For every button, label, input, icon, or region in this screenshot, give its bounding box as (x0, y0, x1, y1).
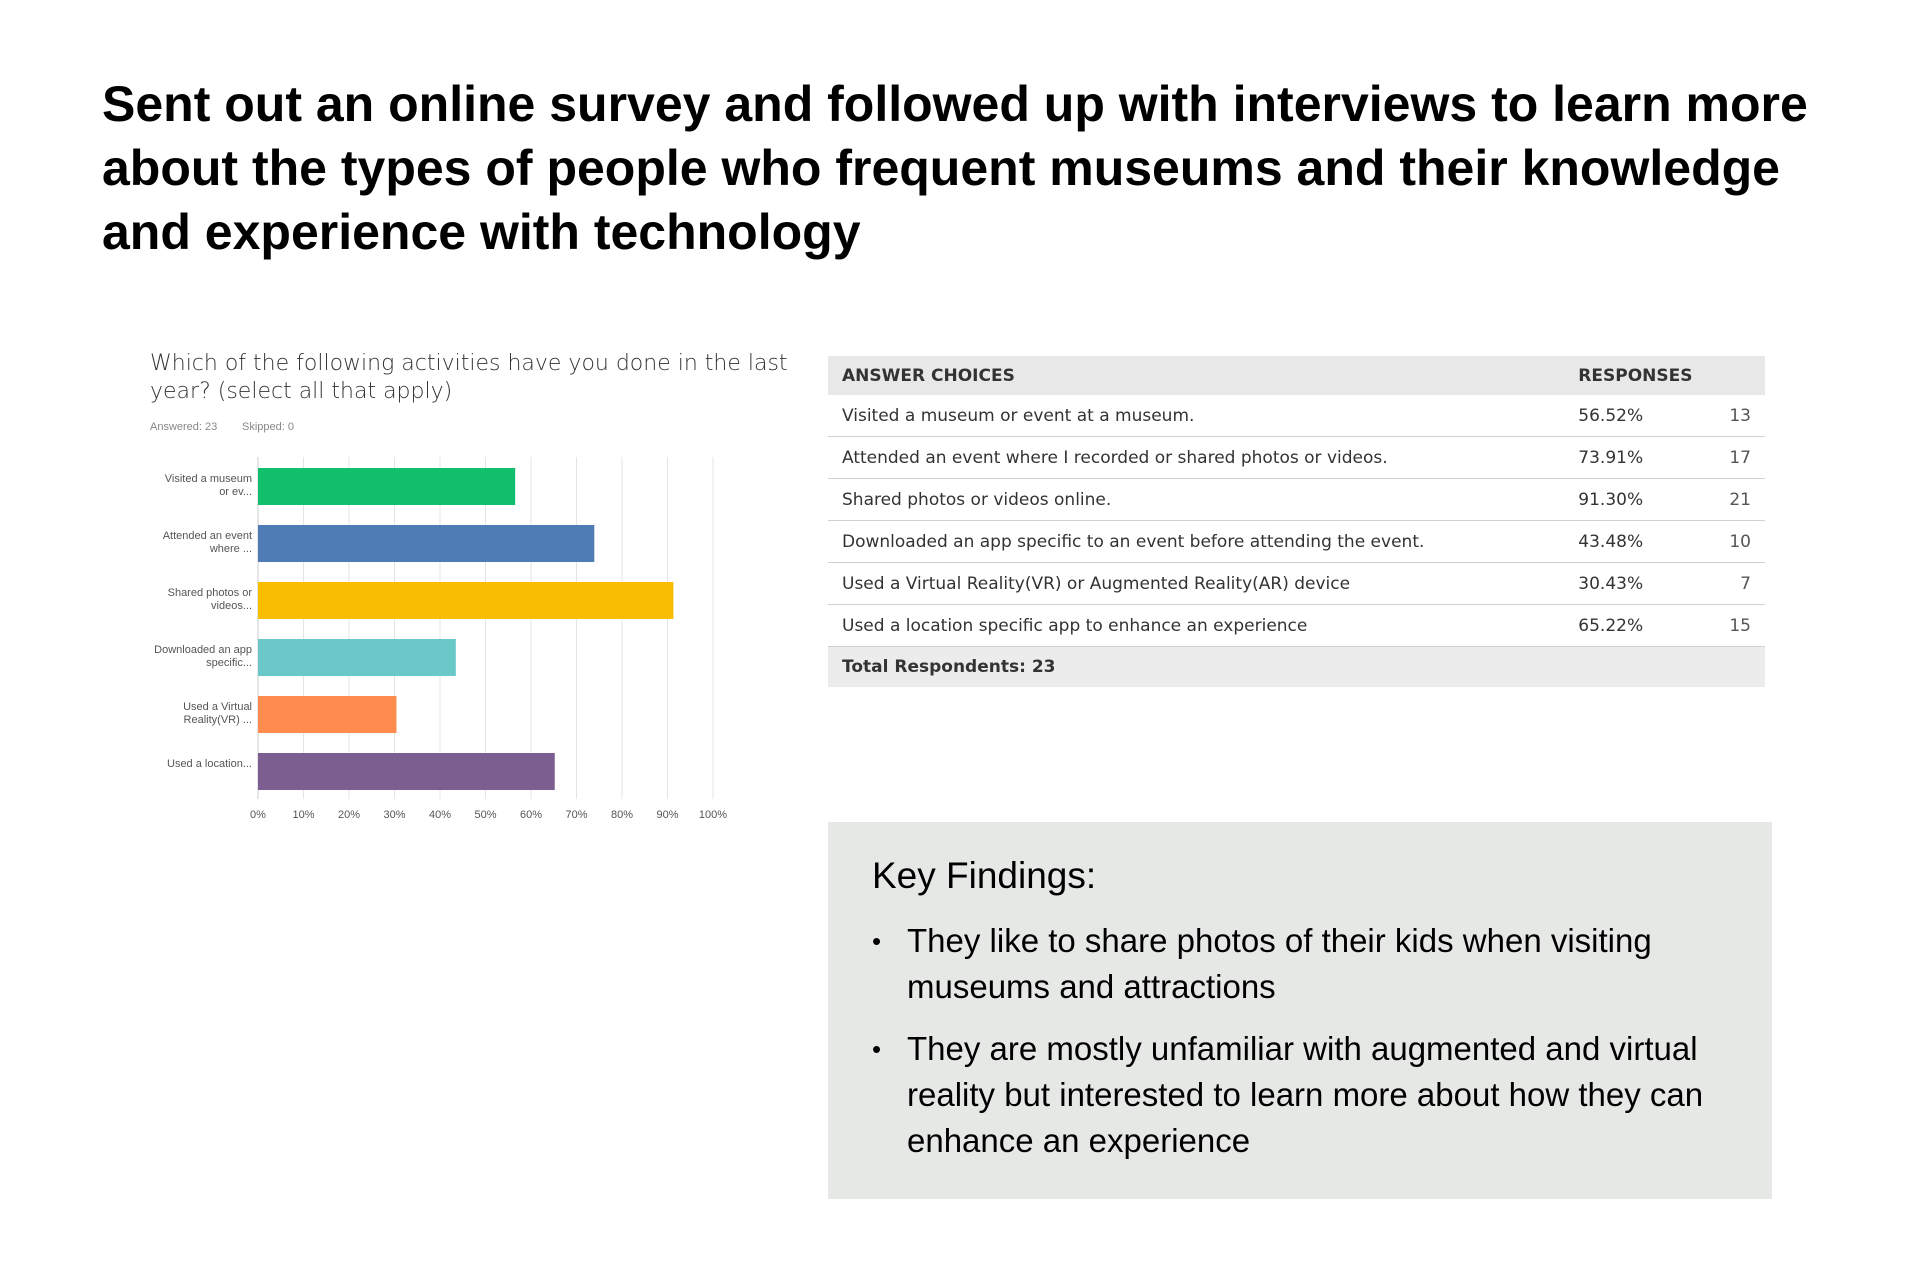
table-cell: Used a location specific app to enhance … (828, 604, 1565, 647)
answered: Answered: 23 (150, 421, 218, 433)
table-cell: 10 (1697, 520, 1765, 563)
x-tick-label: 0% (250, 809, 266, 821)
x-tick-label: 30% (383, 809, 405, 821)
total: Total Respondents: 23 (828, 646, 1765, 687)
header-cell: ANSWER CHOICES (828, 356, 1565, 395)
table-row: Attended an event where I recorded or sh… (828, 436, 1765, 479)
bar (258, 468, 516, 505)
category-label: Shared photos or videos... (167, 587, 252, 612)
table-row: Used a Virtual Reality(VR) or Augmented … (828, 562, 1765, 605)
table-cell: 17 (1697, 436, 1765, 479)
findings-heading: Key Findings: (872, 855, 1097, 896)
table-cell: Downloaded an app specific to an event b… (828, 520, 1565, 563)
table-cell: Attended an event where I recorded or sh… (828, 436, 1565, 479)
x-tick-label: 70% (565, 809, 587, 821)
finding: They are mostly unfamiliar with augmente… (872, 1026, 1742, 1164)
table-row: Used a location specific app to enhance … (828, 604, 1765, 647)
bar (258, 582, 674, 619)
category-label: Used a location... (167, 758, 252, 770)
table-cell: 73.91% (1564, 436, 1697, 479)
table-cell: 43.48% (1564, 520, 1697, 563)
table-row: Visited a museum or event at a museum. 56… (828, 395, 1765, 437)
table-cell: Shared photos or videos online. (828, 478, 1565, 521)
table: ANSWER CHOICES RESPONSES Visited a museum… (828, 356, 1765, 687)
x-tick-label: 90% (656, 809, 678, 821)
x-tick-label: 20% (338, 809, 360, 821)
x-tick-label: 40% (429, 809, 451, 821)
chart: 0% 10% 20% 30% 40% 50% 60% 70% 80% 90% 100% (250, 457, 727, 821)
chart-title: Which of the following activities have y… (150, 351, 788, 404)
header-cell: RESPONSES (1564, 356, 1765, 395)
x-tick-label: 100% (699, 809, 727, 821)
title: Sent out an online survey and followed u… (102, 76, 1808, 260)
bar (258, 639, 456, 676)
bar (258, 753, 555, 790)
bar (258, 525, 595, 562)
table-cell: 65.22% (1564, 604, 1697, 647)
category-label: Attended an event where ... (162, 530, 252, 555)
findings-list: They like to share photos of their kids … (872, 918, 1742, 1180)
table-cell: 15 (1697, 604, 1765, 647)
category-label: Used a Virtual Reality(VR) ... (183, 701, 252, 726)
table-cell: 91.30% (1564, 478, 1697, 521)
x-tick-label: 10% (292, 809, 314, 821)
finding: They like to share photos of their kids … (872, 918, 1742, 1010)
x-tick-label: 60% (520, 809, 542, 821)
total-row: Total Respondents: 23 (828, 646, 1765, 687)
x-tick-label: 80% (611, 809, 633, 821)
table-row: Downloaded an app specific to an event b… (828, 520, 1765, 563)
table-cell: 56.52% (1564, 395, 1697, 437)
table-cell: 13 (1697, 395, 1765, 437)
table-cell: Used a Virtual Reality(VR) or Augmented … (828, 562, 1565, 605)
category-label: Downloaded an app specific... (154, 644, 252, 669)
skipped: Skipped: 0 (242, 421, 294, 433)
table-cell: 30.43% (1564, 562, 1697, 605)
bar (258, 696, 397, 733)
table-row: Shared photos or videos online. 91.30% 21 (828, 478, 1765, 521)
x-tick-label: 50% (474, 809, 496, 821)
table-cell: 7 (1697, 562, 1765, 605)
category-label: Visited a museum or ev... (164, 473, 252, 498)
table-cell: 21 (1697, 478, 1765, 521)
table-cell: Visited a museum or event at a museum. (828, 395, 1565, 437)
